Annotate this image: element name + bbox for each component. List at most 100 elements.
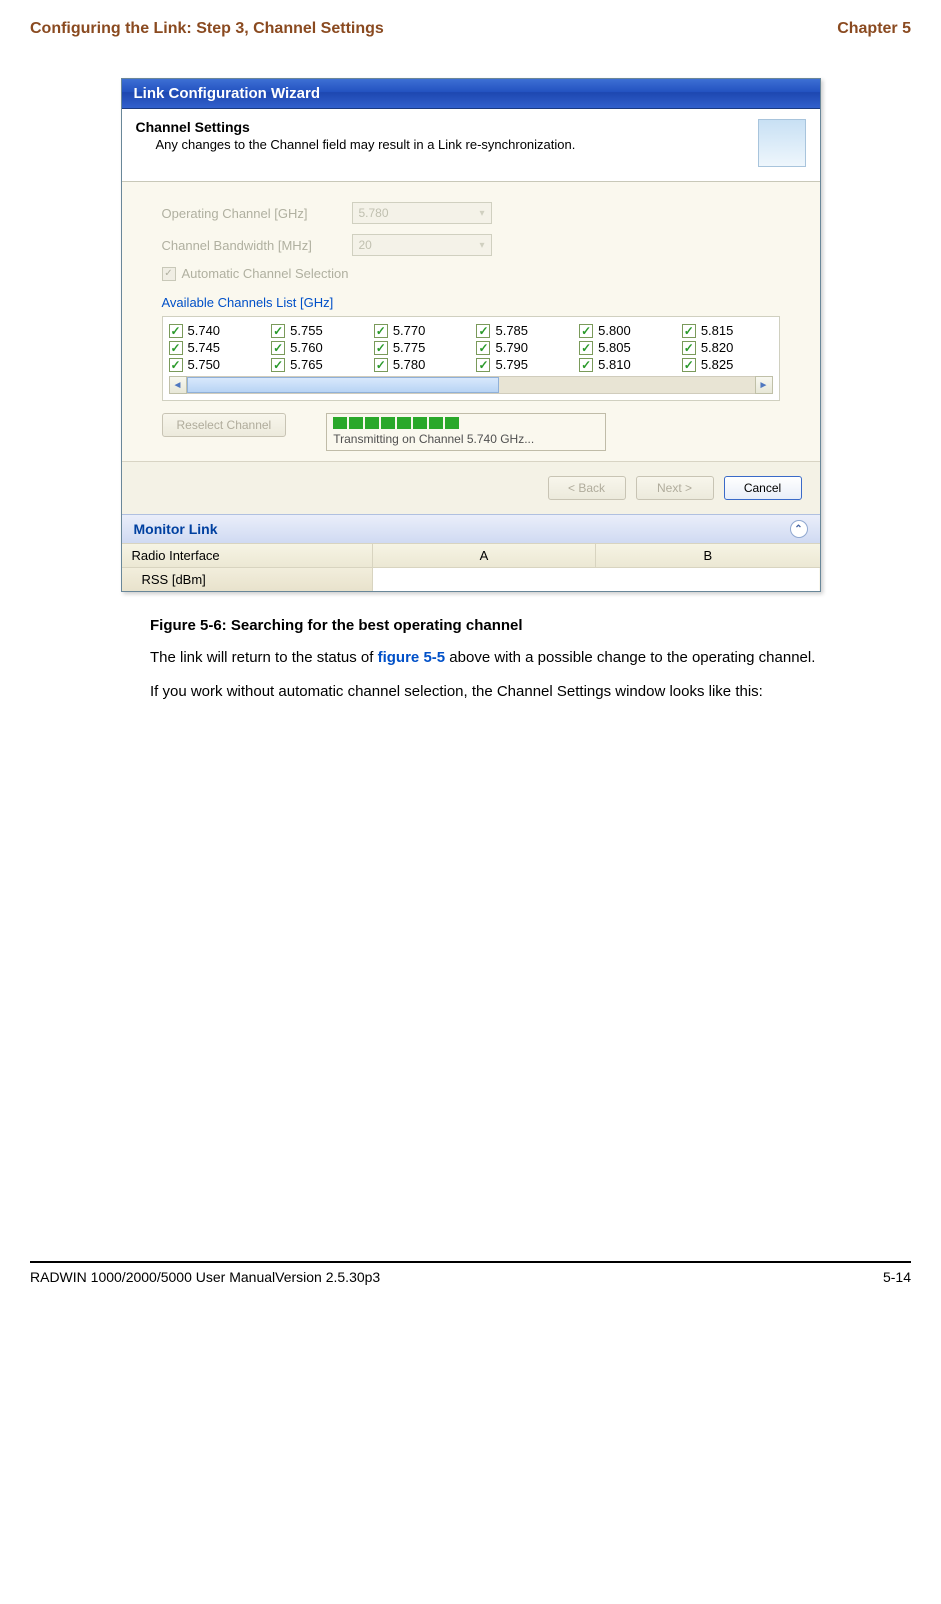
monitor-cell-a — [373, 568, 596, 591]
operating-channel-label: Operating Channel [GHz] — [162, 206, 352, 221]
channel-checkbox[interactable]: ✓ — [271, 324, 285, 338]
channel-label: 5.780 — [393, 357, 426, 372]
bandwidth-label: Channel Bandwidth [MHz] — [162, 238, 352, 253]
progress-text: Transmitting on Channel 5.740 GHz... — [333, 432, 599, 446]
body-paragraph-2: If you work without automatic channel se… — [150, 682, 861, 702]
channel-item[interactable]: ✓5.750 — [169, 357, 260, 372]
monitor-cell-b — [596, 568, 819, 591]
channel-label: 5.775 — [393, 340, 426, 355]
wizard-header-subtitle: Any changes to the Channel field may res… — [156, 137, 576, 152]
scroll-track[interactable] — [187, 376, 755, 394]
auto-channel-checkbox: ✓ — [162, 267, 176, 281]
monitor-data-row: RSS [dBm] — [122, 568, 820, 591]
channel-item[interactable]: ✓ 5.780 — [374, 357, 465, 372]
monitor-col-0: Radio Interface — [122, 544, 373, 567]
channel-checkbox[interactable]: ✓ — [476, 341, 490, 355]
figure-caption: Figure 5-6: Searching for the best opera… — [150, 617, 911, 634]
channel-grid: ✓5.740✓5.755✓5.770✓5.785✓5.800✓5.815✓5.7… — [162, 316, 780, 401]
channel-checkbox[interactable]: ✓ — [271, 358, 285, 372]
channel-item[interactable]: ✓ 5.820 — [682, 340, 773, 355]
channel-item[interactable]: ✓ 5.770 — [374, 323, 465, 338]
channel-item[interactable]: ✓ 5.805 — [579, 340, 670, 355]
monitor-link-bar[interactable]: Monitor Link ⌃ — [122, 514, 820, 543]
monitor-header-row: Radio Interface A B — [122, 543, 820, 568]
page-header-left: Configuring the Link: Step 3, Channel Se… — [30, 20, 384, 38]
channel-label: 5.815 — [701, 323, 734, 338]
operating-channel-value: 5.780 — [359, 206, 389, 220]
operating-channel-select: 5.780 — [352, 202, 492, 224]
channel-item[interactable]: ✓ 5.795 — [476, 357, 567, 372]
channel-label: 5.765 — [290, 357, 323, 372]
wizard-header: Channel Settings Any changes to the Chan… — [122, 109, 820, 182]
channel-checkbox[interactable]: ✓ — [169, 341, 183, 355]
bandwidth-select: 20 — [352, 234, 492, 256]
figure-link[interactable]: figure 5-5 — [378, 649, 446, 666]
page-footer: RADWIN 1000/2000/5000 User ManualVersion… — [30, 1261, 911, 1285]
channel-label: 5.790 — [495, 340, 528, 355]
bandwidth-value: 20 — [359, 238, 372, 252]
channel-label: 5.800 — [598, 323, 631, 338]
footer-left: RADWIN 1000/2000/5000 User ManualVersion… — [30, 1269, 380, 1285]
channel-checkbox[interactable]: ✓ — [476, 358, 490, 372]
scroll-right-button[interactable]: ► — [755, 376, 773, 394]
channel-label: 5.820 — [701, 340, 734, 355]
monitor-col-1: A — [373, 544, 596, 567]
channel-label: 5.810 — [598, 357, 631, 372]
channel-checkbox[interactable]: ✓ — [579, 341, 593, 355]
wizard-window: Link Configuration Wizard Channel Settin… — [121, 78, 821, 592]
channel-checkbox[interactable]: ✓ — [682, 324, 696, 338]
progress-box: Transmitting on Channel 5.740 GHz... — [326, 413, 606, 451]
channel-checkbox[interactable]: ✓ — [271, 341, 285, 355]
wizard-header-title: Channel Settings — [136, 119, 576, 135]
channel-label: 5.740 — [188, 323, 221, 338]
monitor-icon — [758, 119, 806, 167]
channel-checkbox[interactable]: ✓ — [476, 324, 490, 338]
cancel-button[interactable]: Cancel — [724, 476, 802, 500]
wizard-footer: < Back Next > Cancel — [122, 461, 820, 514]
channel-label: 5.755 — [290, 323, 323, 338]
channel-checkbox[interactable]: ✓ — [374, 341, 388, 355]
progress-bar — [333, 417, 599, 429]
scroll-left-button[interactable]: ◄ — [169, 376, 187, 394]
channel-label: 5.770 — [393, 323, 426, 338]
channel-item[interactable]: ✓ 5.790 — [476, 340, 567, 355]
page-header-right: Chapter 5 — [837, 20, 911, 38]
channel-checkbox[interactable]: ✓ — [682, 358, 696, 372]
monitor-link-title: Monitor Link — [134, 521, 218, 537]
channel-label: 5.760 — [290, 340, 323, 355]
channel-item[interactable]: ✓ 5.800 — [579, 323, 670, 338]
channel-scrollbar[interactable]: ◄ ► — [169, 376, 773, 394]
channel-checkbox[interactable]: ✓ — [169, 324, 183, 338]
channel-item[interactable]: ✓ 5.810 — [579, 357, 670, 372]
collapse-icon[interactable]: ⌃ — [790, 520, 808, 538]
channel-label: 5.785 — [495, 323, 528, 338]
channel-item[interactable]: ✓ 5.765 — [271, 357, 362, 372]
channel-item[interactable]: ✓ 5.740 — [169, 323, 260, 338]
channel-checkbox[interactable]: ✓ — [579, 324, 593, 338]
available-channels-label: Available Channels List [GHz] — [162, 295, 780, 310]
channel-item[interactable]: ✓ 5.785 — [476, 323, 567, 338]
channel-item[interactable]: ✓ 5.815 — [682, 323, 773, 338]
channel-label: 5.795 — [495, 357, 528, 372]
para1-b: above with a possible change to the oper… — [445, 649, 815, 666]
channel-item[interactable]: ✓ 5.775 — [374, 340, 465, 355]
channel-label: 5.825 — [701, 357, 734, 372]
channel-item[interactable]: ✓ 5.825 — [682, 357, 773, 372]
channel-label: 5.745 — [188, 340, 221, 355]
monitor-row-label: RSS [dBm] — [122, 568, 373, 591]
back-button: < Back — [548, 476, 626, 500]
channel-label: 5.805 — [598, 340, 631, 355]
next-button: Next > — [636, 476, 714, 500]
scroll-thumb[interactable] — [187, 377, 499, 393]
channel-item[interactable]: ✓ 5.745 — [169, 340, 260, 355]
channel-checkbox[interactable]: ✓ — [682, 341, 696, 355]
auto-channel-label: Automatic Channel Selection — [182, 266, 349, 281]
reselect-channel-button: Reselect Channel — [162, 413, 287, 437]
channel-checkbox[interactable]: ✓ — [169, 358, 183, 372]
channel-item[interactable]: ✓ 5.760 — [271, 340, 362, 355]
footer-right: 5-14 — [883, 1269, 911, 1285]
channel-item[interactable]: ✓ 5.755 — [271, 323, 362, 338]
channel-checkbox[interactable]: ✓ — [374, 324, 388, 338]
channel-checkbox[interactable]: ✓ — [374, 358, 388, 372]
channel-checkbox[interactable]: ✓ — [579, 358, 593, 372]
